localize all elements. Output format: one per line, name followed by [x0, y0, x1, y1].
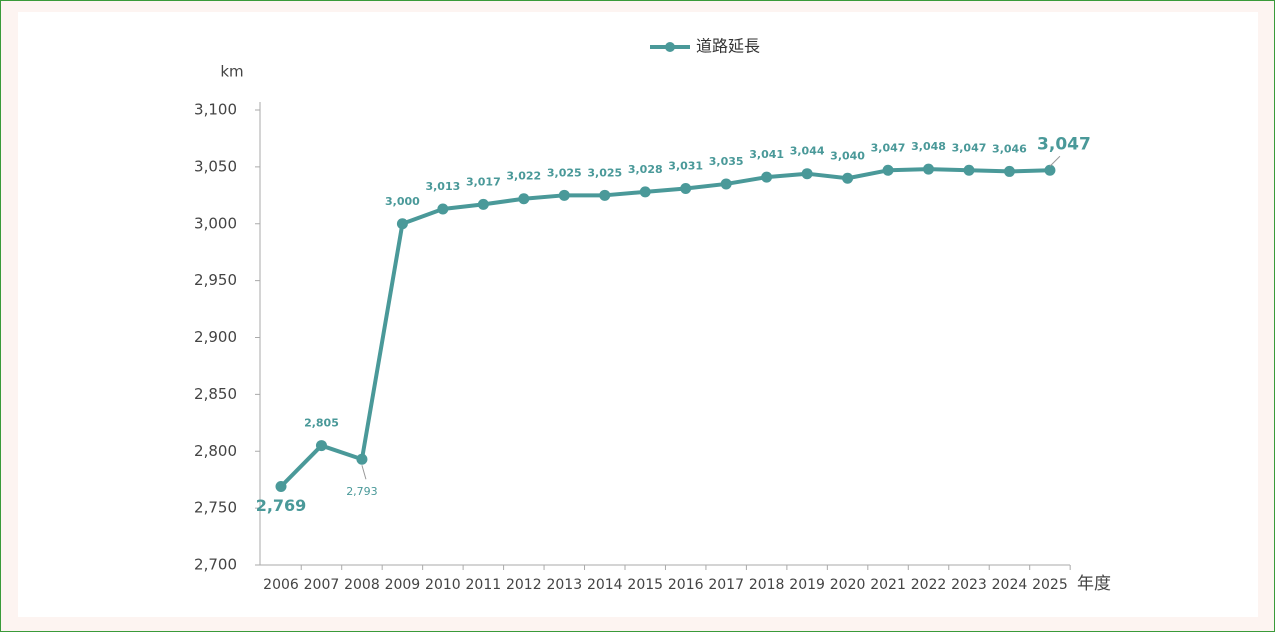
- plot-background: [18, 12, 1258, 617]
- x-tick-label: 2008: [344, 577, 380, 593]
- x-tick-label: 2009: [385, 577, 421, 593]
- data-label: 3,044: [790, 145, 825, 158]
- data-label: 3,035: [709, 155, 744, 168]
- x-tick-label: 2020: [830, 577, 866, 593]
- x-tick-label: 2014: [587, 577, 623, 593]
- data-label: 3,040: [830, 149, 865, 162]
- data-label: 3,028: [628, 163, 663, 176]
- data-label: 3,047: [1037, 134, 1091, 154]
- x-tick-label: 2012: [506, 577, 542, 593]
- data-point: [396, 218, 408, 230]
- data-label: 3,025: [547, 166, 582, 179]
- y-tick-label: 2,800: [194, 442, 237, 460]
- y-tick-label: 2,700: [194, 556, 237, 574]
- data-point: [437, 203, 449, 215]
- x-tick-label: 2007: [304, 577, 340, 593]
- data-point: [518, 193, 530, 205]
- x-tick-label: 2025: [1032, 577, 1068, 593]
- data-label: 2,769: [256, 496, 307, 515]
- y-tick-label: 3,050: [194, 157, 237, 175]
- legend-label: 道路延長: [696, 37, 760, 56]
- x-tick-label: 2015: [627, 577, 663, 593]
- data-point: [963, 164, 975, 176]
- data-point: [720, 178, 732, 190]
- x-tick-label: 2013: [546, 577, 582, 593]
- legend-marker: [665, 42, 675, 52]
- data-label: 3,048: [911, 140, 946, 153]
- data-point: [477, 198, 489, 210]
- data-point: [1044, 164, 1056, 176]
- data-label: 3,025: [587, 166, 622, 179]
- data-label: 3,013: [425, 180, 460, 193]
- x-tick-label: 2016: [668, 577, 704, 593]
- data-label: 2,793: [346, 485, 378, 498]
- leader-line: [361, 465, 367, 480]
- data-label: 3,047: [871, 141, 906, 154]
- data-point: [761, 171, 773, 183]
- x-tick-label: 2017: [708, 577, 744, 593]
- y-tick-label: 2,900: [194, 328, 237, 346]
- data-label: 3,022: [506, 170, 541, 183]
- data-point: [315, 440, 327, 452]
- x-tick-label: 2023: [951, 577, 987, 593]
- x-tick-label: 2010: [425, 577, 461, 593]
- y-tick-label: 3,100: [194, 101, 237, 119]
- y-tick-label: 2,950: [194, 271, 237, 289]
- data-point: [639, 186, 651, 198]
- x-tick-label: 2021: [870, 577, 906, 593]
- x-tick-label: 2024: [992, 577, 1028, 593]
- data-line: [279, 167, 1050, 488]
- data-label: 3,046: [992, 142, 1027, 155]
- y-axis-label: km: [220, 63, 243, 81]
- x-tick-label: 2022: [911, 577, 947, 593]
- x-tick-label: 2018: [749, 577, 785, 593]
- x-tick-label: 2019: [789, 577, 825, 593]
- y-tick-label: 2,850: [194, 385, 237, 403]
- data-point: [1003, 165, 1015, 177]
- data-label: 3,047: [952, 141, 987, 154]
- data-label: 3,031: [668, 159, 703, 172]
- x-tick-label: 2006: [263, 577, 299, 593]
- data-point: [599, 189, 611, 201]
- data-point: [923, 163, 935, 175]
- data-label: 2,805: [304, 417, 339, 430]
- data-label: 3,017: [466, 175, 501, 188]
- data-point: [558, 189, 570, 201]
- data-label: 3,000: [385, 195, 420, 208]
- leader-line: [1049, 155, 1061, 167]
- x-tick-label: 2011: [466, 577, 502, 593]
- data-point: [842, 172, 854, 184]
- data-point: [275, 481, 287, 493]
- x-axis-label: 年度: [1077, 574, 1111, 594]
- data-label: 3,041: [749, 148, 784, 161]
- y-tick-label: 2,750: [194, 499, 237, 517]
- data-point: [882, 164, 894, 176]
- data-point: [801, 168, 813, 180]
- data-point: [680, 182, 692, 194]
- y-tick-label: 3,000: [194, 214, 237, 232]
- data-point: [356, 453, 368, 465]
